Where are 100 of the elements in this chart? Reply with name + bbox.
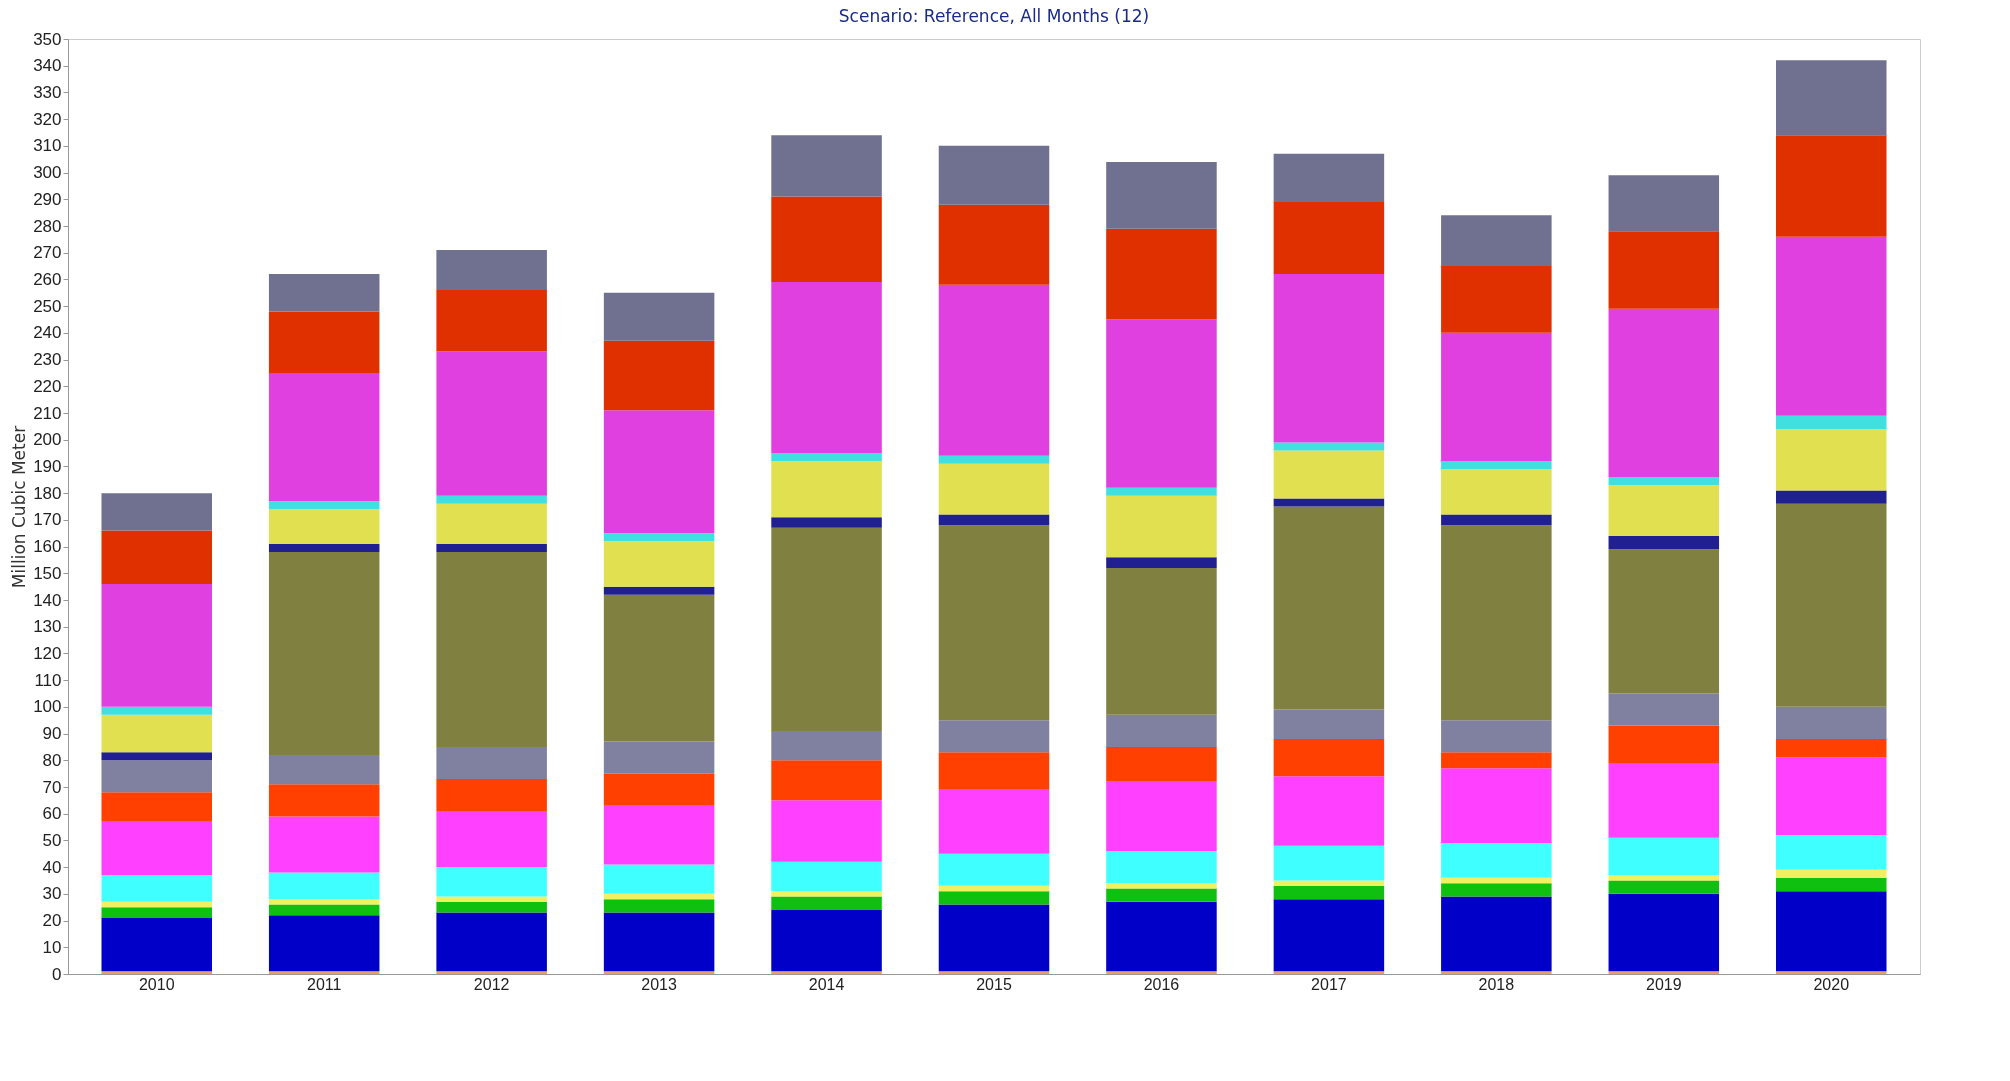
bar (1441, 720, 1552, 753)
bar (101, 917, 213, 972)
bar (1106, 228, 1217, 320)
y-tick-label: 330 (33, 82, 62, 102)
bar (1775, 135, 1887, 237)
y-tick-label: 300 (33, 163, 62, 183)
y-tick-label: 200 (33, 430, 62, 450)
bar (1441, 461, 1552, 470)
bar (1106, 888, 1217, 902)
bar (1441, 877, 1552, 884)
bar (938, 971, 1050, 974)
bar (436, 351, 547, 496)
bar (1106, 971, 1217, 974)
bar (268, 311, 380, 373)
y-tick-label: 170 (33, 510, 62, 530)
bar (1106, 487, 1217, 496)
bar (1775, 971, 1887, 974)
y-tick-label: 70 (42, 777, 62, 797)
bar (101, 907, 213, 918)
bar (771, 760, 882, 801)
bar (1441, 266, 1552, 333)
y-tick-label: 40 (42, 857, 62, 877)
bar (101, 583, 213, 707)
chart-title: Scenario: Reference, All Months (12) (838, 6, 1150, 26)
bar (101, 714, 213, 753)
bar (268, 509, 380, 544)
bar (603, 773, 715, 806)
bar (603, 912, 715, 972)
bar (1775, 869, 1887, 878)
y-tick-label: 120 (33, 643, 62, 663)
y-tick-label: 320 (33, 109, 62, 129)
bar (938, 525, 1050, 721)
bar (1608, 175, 1720, 232)
bar (101, 875, 213, 902)
bar (938, 204, 1050, 285)
bar (603, 971, 715, 974)
bar (101, 530, 213, 584)
bar (1106, 851, 1217, 884)
bar (436, 495, 547, 504)
bar (1608, 971, 1720, 974)
bar (938, 853, 1050, 886)
bar (436, 778, 547, 812)
bar (1441, 896, 1552, 972)
x-tick-label: 2015 (976, 975, 1012, 993)
bar (938, 885, 1050, 892)
y-tick-label: 350 (33, 29, 62, 49)
bar (1441, 332, 1552, 462)
bar (771, 861, 882, 892)
y-tick-label: 260 (33, 269, 62, 289)
bar (436, 971, 547, 974)
bar (101, 752, 213, 761)
bar (1106, 567, 1217, 715)
x-tick-label: 2019 (1646, 975, 1682, 993)
bar (1775, 503, 1887, 707)
bar (1273, 845, 1385, 881)
bar (771, 896, 882, 910)
bar (603, 541, 715, 587)
bar (1273, 971, 1385, 974)
bar (603, 899, 715, 913)
x-tick-label: 2013 (641, 975, 677, 993)
bar (1273, 274, 1385, 443)
bar (1441, 525, 1552, 721)
y-tick-label: 130 (33, 617, 62, 637)
y-tick-label: 60 (42, 804, 62, 824)
bar (771, 800, 882, 862)
bar (1608, 477, 1720, 486)
bar (1441, 768, 1552, 844)
bar (1775, 738, 1887, 758)
bar (771, 891, 882, 897)
bar (603, 893, 715, 900)
y-tick-label: 290 (33, 189, 62, 209)
bar (1608, 837, 1720, 876)
bar (1775, 891, 1887, 972)
bar (938, 720, 1050, 753)
y-tick-label: 230 (33, 350, 62, 370)
bar (1608, 880, 1720, 894)
bar (436, 912, 547, 972)
bar (436, 901, 547, 913)
y-tick-label: 80 (42, 750, 62, 770)
bar (1273, 498, 1385, 507)
bar (603, 741, 715, 774)
y-tick-label: 340 (33, 56, 62, 76)
y-tick-label: 0 (52, 964, 62, 984)
bar (1608, 762, 1720, 838)
bar (436, 290, 547, 352)
y-tick-label: 150 (33, 563, 62, 583)
y-tick-label: 160 (33, 537, 62, 557)
bar (771, 517, 882, 528)
bar (603, 410, 715, 534)
x-tick-label: 2010 (138, 975, 175, 993)
bar (771, 453, 882, 462)
y-tick-label: 50 (42, 830, 62, 850)
bar (268, 872, 380, 900)
bar (1273, 880, 1385, 886)
bar (771, 282, 882, 454)
bar (938, 891, 1050, 905)
bar (1775, 706, 1887, 739)
y-tick-label: 270 (33, 243, 62, 263)
bar (1608, 535, 1720, 550)
bar (436, 896, 547, 902)
